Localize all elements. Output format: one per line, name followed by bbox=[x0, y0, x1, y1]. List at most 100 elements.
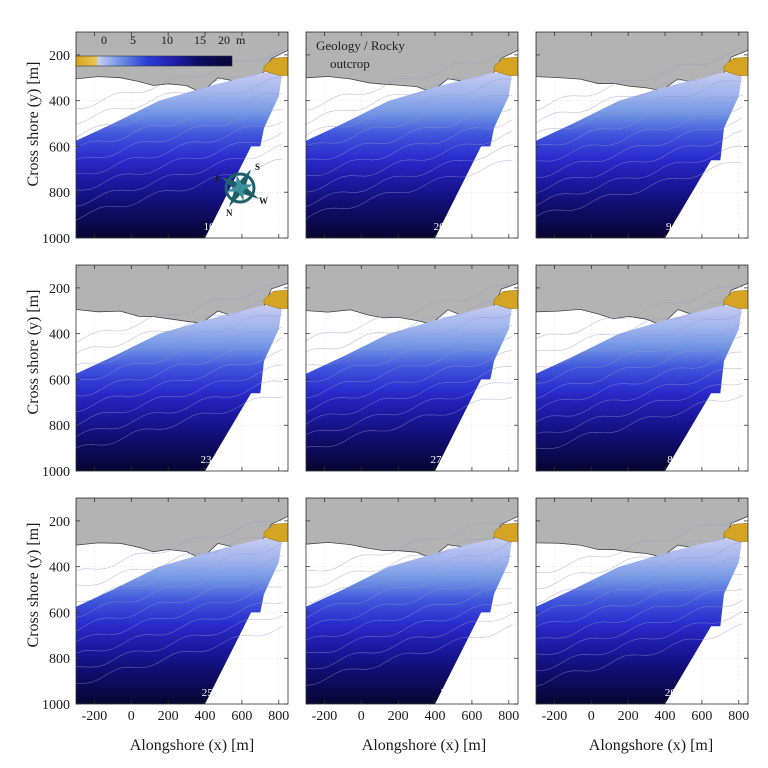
panel-label: f) bbox=[733, 452, 743, 467]
panel-d: 200 400 600 800 1000 23 Nov 2014 d) bbox=[42, 264, 289, 480]
rocky-outcrop bbox=[723, 56, 748, 76]
panel-label: e) bbox=[501, 452, 512, 467]
y-tick-label: 200 bbox=[49, 515, 70, 530]
rocky-outcrop bbox=[263, 522, 288, 542]
axis-ticks bbox=[306, 32, 518, 239]
panel-date: 9 Nov 2014 bbox=[666, 221, 718, 233]
plot-frame bbox=[305, 497, 519, 705]
rocky-outcrop bbox=[493, 289, 518, 309]
x-tick-label: -200 bbox=[542, 709, 568, 724]
land-area bbox=[76, 265, 288, 324]
land-area bbox=[536, 498, 748, 558]
x-tick-label: 200 bbox=[158, 709, 179, 724]
bathymetry-field bbox=[536, 70, 743, 238]
compass-letter-w: W bbox=[259, 196, 268, 206]
colorbar-tick-label: 5 bbox=[130, 33, 136, 47]
panel-label: i) bbox=[733, 685, 742, 700]
depth-contours bbox=[536, 286, 743, 450]
axis-ticks bbox=[76, 32, 288, 239]
panel-label: h) bbox=[500, 685, 512, 700]
colorbar-tick-label: 20 bbox=[218, 33, 230, 47]
x-tick-label: 200 bbox=[618, 709, 639, 724]
y-tick-label: 200 bbox=[49, 282, 70, 297]
depth-contours bbox=[306, 47, 513, 220]
y-tick-label: 600 bbox=[49, 140, 70, 155]
depth-contours bbox=[306, 284, 513, 448]
rocky-outcrop bbox=[263, 289, 288, 309]
x-axis-title-left: Alongshore (x) [m] bbox=[130, 737, 254, 754]
panel-h: -200 0 200 400 600 800 2 Jan 2015 h) bbox=[305, 497, 519, 724]
geology-label-line2: outcrop bbox=[330, 56, 370, 71]
panel-label: d) bbox=[270, 452, 282, 467]
x-axis-title-middle: Alongshore (x) [m] bbox=[362, 737, 486, 754]
y-tick-label: 1000 bbox=[42, 465, 70, 480]
panel-label: b) bbox=[500, 219, 512, 234]
plot-frame bbox=[75, 31, 289, 239]
x-tick-label: 200 bbox=[388, 709, 409, 724]
depth-contours bbox=[536, 516, 743, 687]
colorbar-bar bbox=[75, 55, 233, 67]
plot-frame bbox=[535, 31, 749, 239]
panel-b: 26 Oct 2014 b) bbox=[305, 31, 519, 239]
panel-date: 20 Jan 2015 bbox=[665, 687, 719, 699]
axis-ticks bbox=[306, 265, 518, 472]
plot-frame bbox=[305, 264, 519, 472]
panel-date: 8 Dec 2014 bbox=[667, 454, 718, 466]
depth-contours bbox=[306, 518, 513, 686]
rocky-outcrop bbox=[723, 289, 748, 309]
rocky-outcrop bbox=[263, 56, 288, 76]
x-tick-label: 600 bbox=[691, 709, 712, 724]
land-area bbox=[536, 32, 748, 92]
x-tick-label: 400 bbox=[195, 709, 216, 724]
compass-letter-e: E bbox=[215, 174, 221, 184]
y-tick-label: 400 bbox=[49, 328, 70, 343]
depth-contours bbox=[76, 282, 283, 449]
bathymetry-field bbox=[306, 70, 513, 238]
plot-frame bbox=[75, 497, 289, 705]
x-tick-label: 0 bbox=[128, 709, 135, 724]
bathymetry-field bbox=[536, 536, 743, 704]
x-axis-title-right: Alongshore (x) [m] bbox=[589, 737, 713, 754]
y-tick-label: 600 bbox=[49, 373, 70, 388]
compass-rose-icon: S E N W bbox=[215, 162, 268, 218]
plot-frame bbox=[535, 264, 749, 472]
axis-ticks bbox=[76, 498, 288, 705]
colorbar-tick-labels: 0 5 10 15 20 m bbox=[101, 33, 246, 47]
colorbar-tick-label: 15 bbox=[194, 33, 206, 47]
bathymetry-field bbox=[306, 303, 513, 471]
y-tick-label: 800 bbox=[49, 186, 70, 201]
panel-c: 9 Nov 2014 c) bbox=[535, 31, 749, 239]
y-axis-title-top: Cross shore (y) [m] bbox=[25, 62, 42, 187]
panel-label: c) bbox=[731, 219, 742, 234]
panel-date: 27 Nov 2014 bbox=[431, 454, 489, 466]
rocky-outcrop bbox=[723, 522, 748, 542]
x-tick-label: 400 bbox=[425, 709, 446, 724]
bathymetry-field bbox=[76, 536, 283, 704]
panel-e: 27 Nov 2014 e) bbox=[305, 264, 519, 472]
plot-frame bbox=[535, 497, 749, 705]
colorbar-unit: m bbox=[236, 33, 246, 47]
axis-ticks bbox=[536, 265, 748, 472]
y-axis-title-bottom: Cross shore (y) [m] bbox=[25, 523, 42, 648]
land-area bbox=[536, 265, 748, 326]
x-tick-label: 800 bbox=[268, 709, 289, 724]
y-tick-label: 800 bbox=[49, 652, 70, 667]
panel-date: 26 Oct 2014 bbox=[434, 221, 489, 233]
axis-ticks bbox=[536, 498, 748, 705]
y-tick-label: 400 bbox=[49, 95, 70, 110]
geology-annotation: Geology / Rocky outcrop bbox=[316, 38, 405, 71]
panel-date: 25 Dec 2014 bbox=[202, 687, 259, 699]
x-tick-label: 800 bbox=[728, 709, 749, 724]
panel-g: -200 0 200 400 600 800 200 400 600 800 1000 25 Dec … bbox=[42, 497, 289, 724]
panel-date: 2 Jan 2015 bbox=[440, 687, 488, 699]
rocky-outcrop bbox=[493, 56, 518, 76]
land-area bbox=[76, 498, 288, 560]
y-tick-label: 600 bbox=[49, 606, 70, 621]
geology-label-line1: Geology / Rocky bbox=[316, 38, 405, 53]
depth-contours bbox=[76, 520, 283, 684]
y-tick-label: 200 bbox=[49, 49, 70, 64]
x-tick-label: 600 bbox=[231, 709, 252, 724]
panel-f: 8 Dec 2014 f) bbox=[535, 264, 749, 472]
